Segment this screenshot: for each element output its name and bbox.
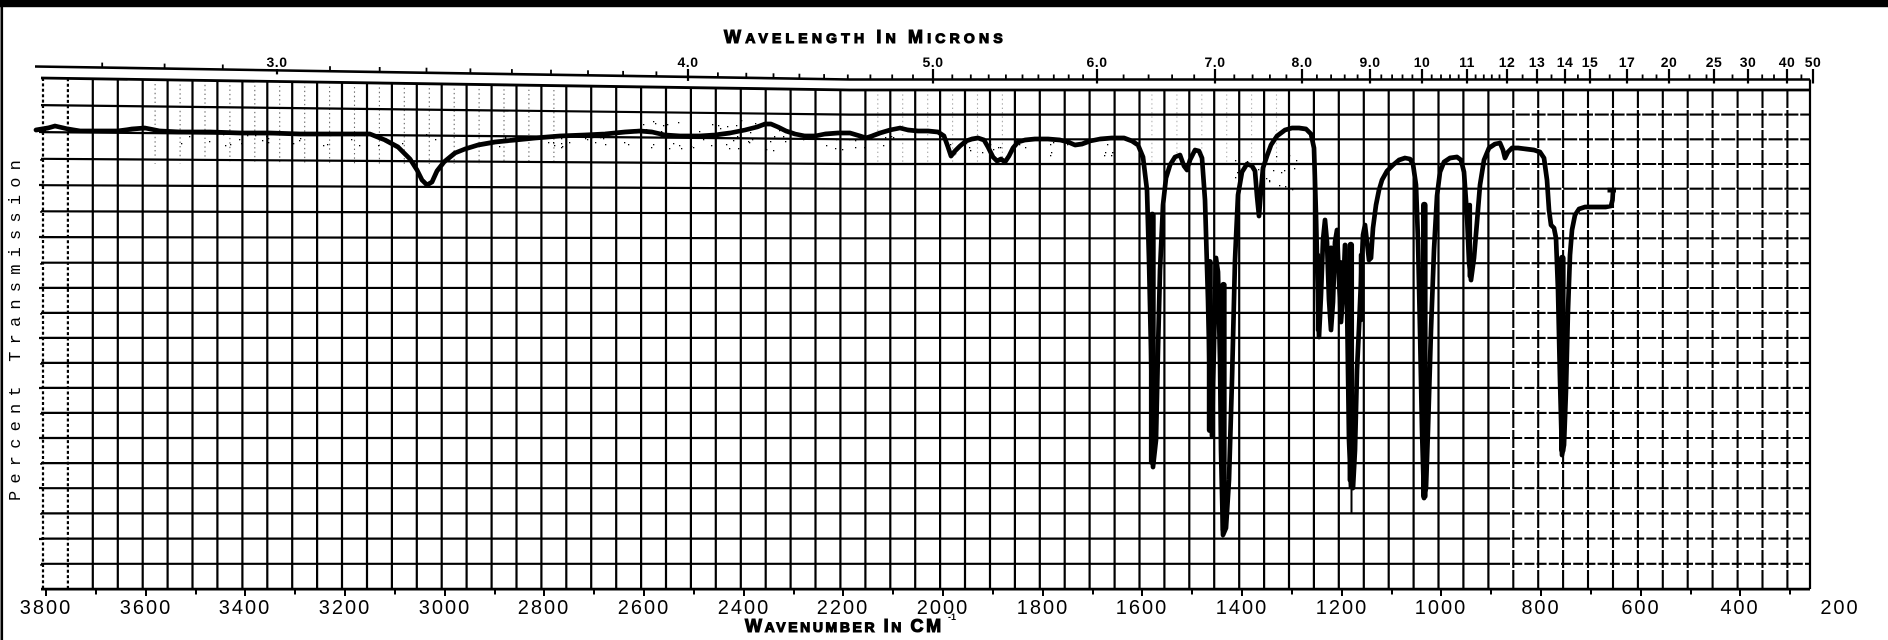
svg-text:1600: 1600 (1116, 597, 1169, 619)
svg-text:200: 200 (1820, 597, 1859, 619)
svg-text:2000: 2000 (917, 597, 970, 619)
svg-text:20: 20 (1661, 54, 1678, 70)
svg-text:3600: 3600 (120, 597, 173, 619)
svg-text:50: 50 (1805, 54, 1822, 70)
svg-text:400: 400 (1720, 597, 1759, 619)
svg-text:3800: 3800 (20, 597, 73, 619)
svg-text:2600: 2600 (618, 597, 671, 619)
svg-text:3200: 3200 (319, 597, 372, 619)
svg-text:25: 25 (1706, 54, 1723, 70)
svg-text:8.0: 8.0 (1292, 54, 1313, 70)
svg-text:2200: 2200 (817, 597, 870, 619)
svg-text:3.0: 3.0 (267, 54, 288, 70)
svg-text:2800: 2800 (518, 597, 571, 619)
svg-text:1400: 1400 (1216, 597, 1269, 619)
svg-text:17: 17 (1619, 54, 1636, 70)
svg-text:3000: 3000 (419, 597, 472, 619)
svg-text:-1: -1 (948, 612, 956, 622)
svg-text:1000: 1000 (1415, 597, 1468, 619)
svg-text:WAVENUMBER IN CM: WAVENUMBER IN CM (745, 616, 944, 636)
svg-text:14: 14 (1557, 54, 1574, 70)
svg-text:30: 30 (1740, 54, 1757, 70)
svg-text:3400: 3400 (219, 597, 272, 619)
svg-text:WAVELENGTH IN MICRONS: WAVELENGTH IN MICRONS (724, 27, 1007, 47)
svg-text:600: 600 (1621, 597, 1660, 619)
svg-text:1800: 1800 (1017, 597, 1070, 619)
svg-text:7.0: 7.0 (1205, 54, 1226, 70)
svg-text:6.0: 6.0 (1087, 54, 1108, 70)
svg-text:2400: 2400 (718, 597, 771, 619)
svg-text:11: 11 (1459, 54, 1475, 70)
svg-text:1200: 1200 (1316, 597, 1369, 619)
svg-text:12: 12 (1499, 54, 1516, 70)
svg-text:4.0: 4.0 (678, 54, 699, 70)
svg-text:13: 13 (1529, 54, 1546, 70)
svg-text:15: 15 (1582, 54, 1599, 70)
svg-text:40: 40 (1779, 54, 1796, 70)
svg-text:Percent Transmission: Percent Transmission (7, 153, 26, 501)
svg-text:800: 800 (1521, 597, 1560, 619)
svg-text:9.0: 9.0 (1360, 54, 1381, 70)
svg-text:5.0: 5.0 (923, 54, 944, 70)
svg-text:10: 10 (1414, 54, 1431, 70)
